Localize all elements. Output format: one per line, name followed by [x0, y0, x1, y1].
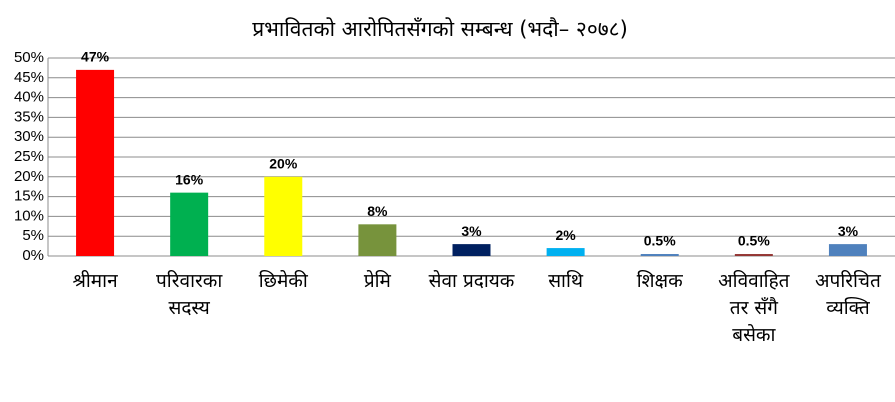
y-tick-label: 25% — [14, 148, 44, 165]
value-label: 0.5% — [644, 233, 676, 249]
x-tick-label: प्रेमि — [363, 270, 391, 292]
value-label: 3% — [838, 223, 859, 239]
x-tick-label: सेवा प्रदायक — [428, 270, 515, 292]
y-tick-label: 5% — [22, 227, 44, 244]
bar — [358, 224, 397, 256]
value-label: 2% — [555, 227, 576, 243]
value-label: 8% — [367, 203, 388, 219]
x-tick-label: साथि — [548, 270, 584, 292]
x-tick-label: श्रीमान — [72, 270, 118, 292]
bar — [76, 69, 115, 256]
x-tick-label: अविवाहित तर सँगै बसेका — [718, 270, 790, 346]
value-label: 3% — [461, 223, 482, 239]
x-tick-label: शिक्षक — [636, 270, 683, 292]
bar — [452, 244, 491, 256]
bar — [734, 254, 773, 256]
bar — [640, 254, 679, 256]
bar — [546, 248, 585, 256]
y-tick-label: 15% — [14, 188, 44, 205]
value-label: 0.5% — [738, 233, 770, 249]
value-label: 16% — [175, 171, 204, 187]
y-tick-label: 35% — [14, 108, 44, 125]
chart-title: प्रभावितको आरोपितसँगको सम्बन्ध (भदौ– २०७… — [252, 17, 628, 41]
bar — [828, 244, 867, 256]
y-tick-label: 50% — [14, 49, 44, 66]
value-label: 20% — [269, 156, 298, 172]
y-tick-label: 45% — [14, 69, 44, 86]
y-tick-label: 0% — [22, 247, 44, 264]
y-tick-label: 20% — [14, 168, 44, 185]
x-tick-label: परिवारका सदस्य — [156, 270, 223, 319]
value-label: 47% — [81, 49, 110, 65]
y-tick-label: 40% — [14, 89, 44, 106]
x-tick-label: छिमेकी — [258, 270, 308, 292]
y-tick-label: 10% — [14, 207, 44, 224]
y-tick-label: 30% — [14, 128, 44, 145]
bar — [170, 192, 209, 256]
bar — [264, 176, 303, 256]
x-tick-label: अपरिचित व्यक्ति — [815, 270, 881, 319]
